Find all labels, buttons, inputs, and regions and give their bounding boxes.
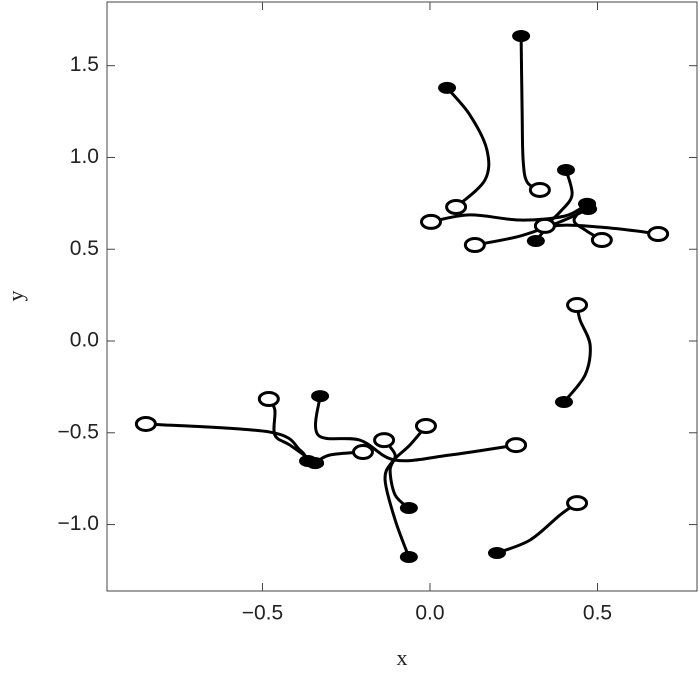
start-point [399,551,418,564]
trajectory [267,398,316,465]
end-point [528,181,551,198]
end-point [647,226,670,243]
start-point [399,502,418,515]
trajectory [496,501,578,555]
end-point [566,495,589,512]
start-point [438,81,457,94]
start-point [557,163,576,176]
start-point [512,29,531,42]
x-tick-label: −0.5 [242,602,283,625]
y-tick-label: −0.5 [58,420,99,443]
trajectory [445,86,491,209]
end-point [566,297,589,314]
trajectory [430,202,588,224]
x-axis-label: x [397,645,408,670]
x-tick-label: 0.5 [583,602,612,625]
trajectory [383,425,428,558]
end-point [445,199,468,216]
end-point [505,437,528,454]
trajectory [314,395,517,463]
start-point [578,197,597,210]
start-point [306,457,325,470]
end-point [373,432,396,449]
start-point [487,547,506,560]
end-point [414,417,437,434]
start-point [526,234,545,247]
trajectory [382,439,410,510]
trajectory [519,35,541,192]
y-axis-label: y [3,291,28,302]
end-point [134,415,157,432]
start-point [311,390,330,403]
y-tick-label: 0.0 [70,329,99,352]
x-tick-label: 0.0 [415,602,444,625]
end-point [533,217,556,234]
end-point [351,444,374,461]
start-point [554,395,573,408]
end-point [463,237,486,254]
y-tick-label: 1.0 [70,145,99,168]
end-point [590,232,613,249]
trajectory [562,304,592,403]
end-point [257,391,280,408]
plot-frame [106,1,698,592]
y-tick-label: 0.5 [70,237,99,260]
y-tick-label: −1.0 [58,512,99,535]
end-point [419,213,442,230]
y-tick-label: 1.5 [70,53,99,76]
